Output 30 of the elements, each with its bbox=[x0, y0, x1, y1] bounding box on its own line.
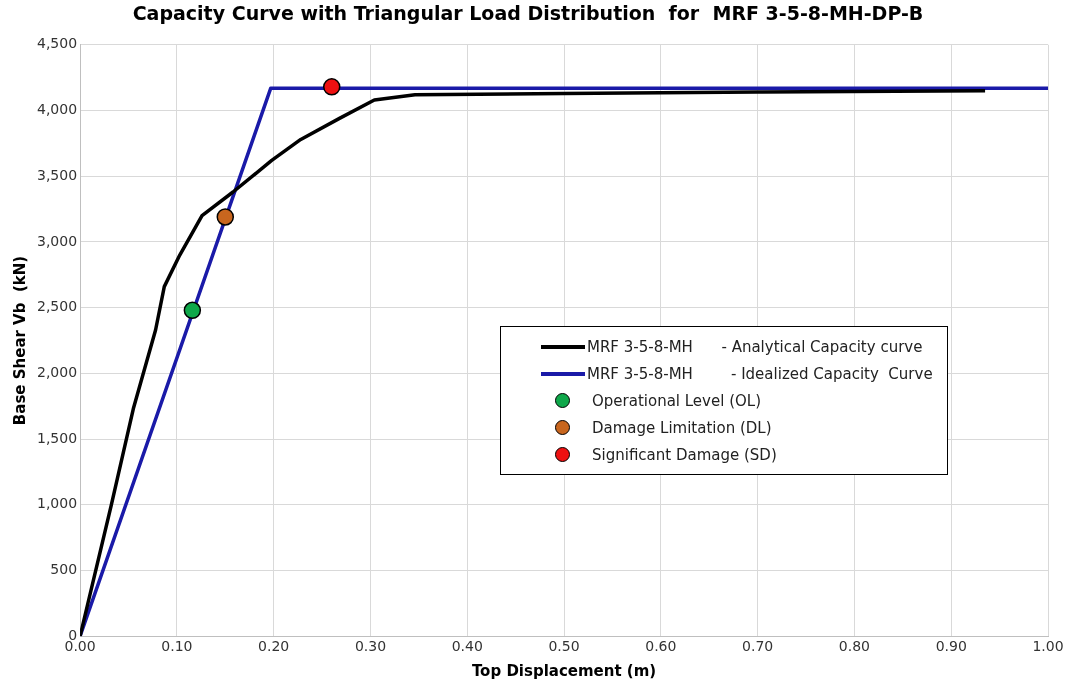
x-tick-label: 0.70 bbox=[742, 638, 774, 655]
x-axis-title: Top Displacement (m) bbox=[471, 661, 657, 680]
x-tick-label: 0.90 bbox=[935, 638, 967, 655]
point bbox=[322, 78, 341, 96]
point bbox=[216, 208, 235, 226]
legend-label: Damage Limitation (DL) bbox=[592, 418, 772, 437]
legend-label: MRF 3-5-8-MH - Idealized Capacity Curve bbox=[587, 364, 933, 383]
y-tick-label: 4,000 bbox=[36, 101, 78, 118]
legend-label: Significant Damage (SD) bbox=[592, 445, 777, 464]
y-tick-label: 500 bbox=[50, 561, 78, 578]
y-tick-label: 2,500 bbox=[36, 298, 78, 315]
x-tick-label: 0.20 bbox=[258, 638, 290, 655]
x-tick-label: 0.80 bbox=[838, 638, 870, 655]
legend-label: Operational Level (OL) bbox=[592, 391, 762, 410]
x-tick-label: 0.40 bbox=[451, 638, 483, 655]
y-tick-label: 1,500 bbox=[36, 429, 78, 446]
y-tick-label: 4,500 bbox=[36, 35, 78, 52]
y-tick-label: 2,000 bbox=[36, 364, 78, 380]
chart-title: Capacity Curve with Triangular Load Distribution for MRF 3-5-8-MH-DP-B bbox=[132, 2, 924, 25]
x-tick-label: 0.10 bbox=[161, 638, 193, 655]
y-tick-label: 3,000 bbox=[36, 232, 78, 249]
legend-label: MRF 3-5-8-MH - Analytical Capacity curve bbox=[587, 337, 923, 356]
y-tick-label: 3,500 bbox=[36, 166, 78, 183]
x-tick-label: 0.60 bbox=[645, 638, 677, 655]
x-tick-label: 0.30 bbox=[354, 638, 387, 655]
x-tick-label: 1.00 bbox=[1032, 638, 1064, 655]
x-tick-label: 0.50 bbox=[548, 638, 580, 655]
point bbox=[183, 301, 202, 320]
y-tick-label: 1,000 bbox=[36, 495, 78, 512]
y-axis-title: Base Shear Vb (kN) bbox=[10, 255, 29, 426]
